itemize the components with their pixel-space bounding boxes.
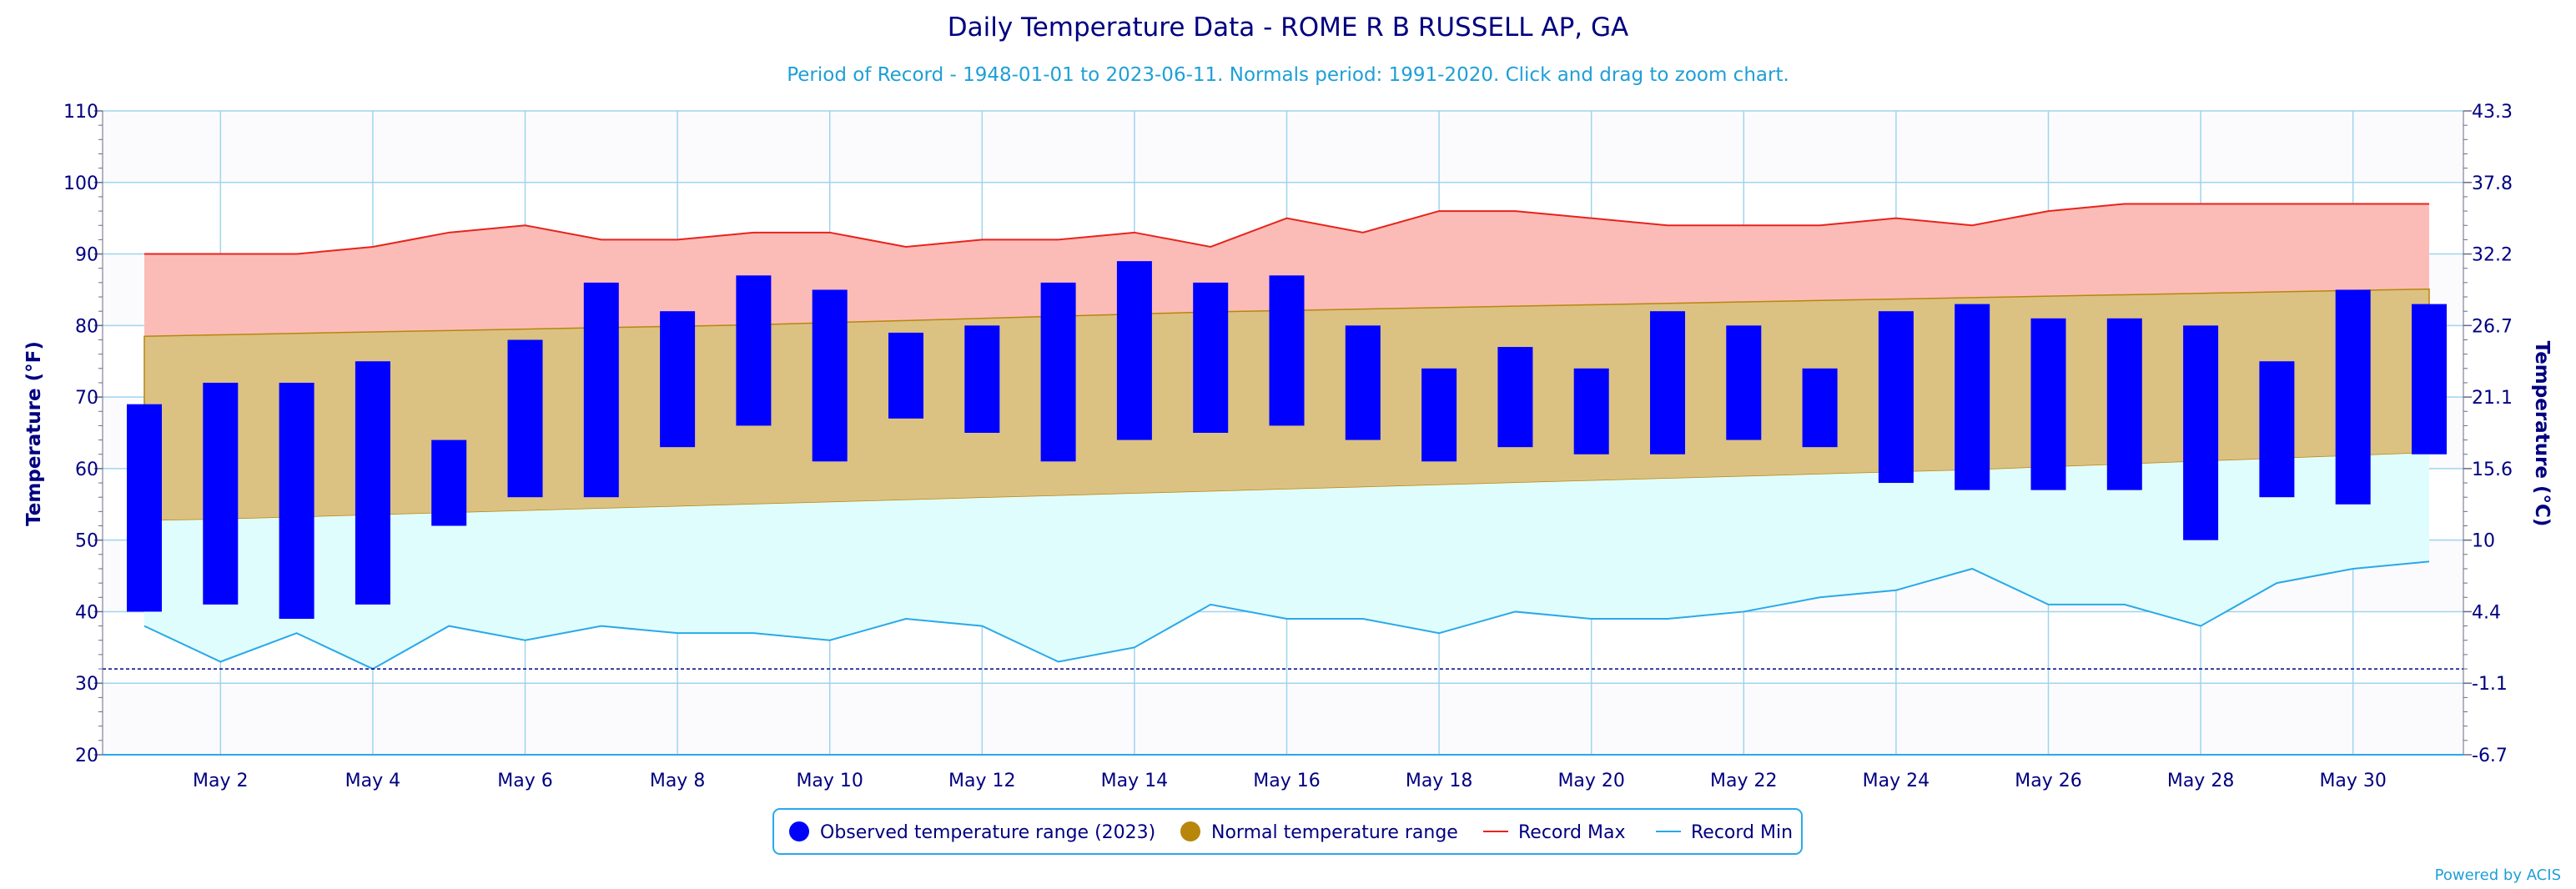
observed-bar [2106,318,2142,490]
x-tick-label: May 10 [796,771,863,791]
observed-bar [2259,361,2295,498]
observed-bar [355,361,390,605]
observed-bar [964,325,1000,433]
legend-item-record-min[interactable]: Record Min [1656,822,1793,843]
observed-bar [507,339,543,498]
y-tick-label-right: -1.1 [2472,674,2508,695]
observed-bar [812,289,848,462]
y-tick-label-left: 30 [75,674,98,695]
y-tick-label-left: 110 [63,102,98,123]
y-tick-label-right: -6.7 [2472,746,2508,766]
observed-bar [1650,311,1685,455]
observed-bar [1802,368,1838,448]
x-tick-label: May 22 [1710,771,1777,791]
x-tick-label: May 16 [1253,771,1320,791]
y-axis-right-ticks: -6.7 -1.1 4.4 10 15.6 21.1 26.7 32.2 37.8 43.3 [2472,102,2513,766]
y-tick-label-left: 90 [75,245,98,266]
legend-normal-label: Normal temperature range [1211,822,1458,843]
observed-bar [660,311,696,448]
y-tick-label-left: 80 [75,316,98,337]
x-axis-ticks: May 2 May 4 May 6 May 8 May 10 May 12 May 14 Ma… [193,771,2387,791]
y-tick-label-right: 43.3 [2472,102,2513,123]
x-tick-label: May 30 [2319,771,2386,791]
legend-normal-marker [1180,821,1200,841]
y-tick-label-right: 21.1 [2472,388,2513,409]
legend-item-record-max[interactable]: Record Max [1483,822,1626,843]
observed-bar [2335,289,2371,505]
y-tick-label-left: 70 [75,388,98,409]
y-tick-label-left: 50 [75,531,98,552]
x-tick-label: May 24 [1863,771,1929,791]
y-tick-label-right: 15.6 [2472,460,2513,480]
observed-bar [1573,368,1609,455]
y-tick-label-right: 32.2 [2472,245,2513,266]
x-tick-label: May 14 [1101,771,1168,791]
y-tick-label-left: 20 [75,746,98,766]
observed-bar [1116,261,1152,440]
y-tick-label-right: 26.7 [2472,316,2513,337]
x-tick-label: May 6 [497,771,552,791]
y-tick-label-right: 10 [2472,531,2495,552]
plot-stripe [103,111,2463,183]
observed-bar [2030,318,2066,490]
observed-bar [1497,347,1533,448]
x-tick-label: May 28 [2167,771,2234,791]
legend-box [772,808,1803,855]
observed-bar [1878,311,1914,484]
chart-subtitle: Period of Record - 1948-01-01 to 2023-06… [787,64,1789,86]
legend-item-normal[interactable]: Normal temperature range [1180,821,1458,843]
observed-bar [203,382,239,605]
legend-record-min-label: Record Min [1691,822,1793,843]
legend-observed-marker [789,821,809,841]
observed-bar [127,404,162,612]
x-tick-label: May 20 [1557,771,1624,791]
observed-bar [1040,282,1076,462]
powered-by-credit[interactable]: Powered by ACIS [2435,866,2561,884]
x-tick-label: May 18 [1406,771,1472,791]
legend: Observed temperature range (2023) Normal… [772,808,1803,855]
x-tick-label: May 8 [650,771,705,791]
axes [94,110,2472,756]
y-tick-label-left: 40 [75,602,98,623]
observed-bar [279,382,314,620]
observed-bar [1193,282,1229,433]
band-areas [143,203,2430,670]
y-tick-label-left: 60 [75,460,98,480]
observed-bar [1421,368,1457,462]
plot-stripe [103,683,2463,755]
observed-bar [431,439,467,526]
legend-record-max-label: Record Max [1518,822,1626,843]
observed-bars [127,261,2447,620]
y-axis-left-ticks: 20 30 40 50 60 70 80 90 100 110 [63,102,98,766]
observed-bar [2412,304,2447,455]
y-axis-left-title: Temperature (°F) [23,341,45,526]
observed-bar [736,275,772,426]
record-max-line [144,203,2429,255]
observed-bar [888,332,923,419]
record-lines [103,203,2463,671]
x-tick-label: May 26 [2015,771,2081,791]
legend-item-observed[interactable]: Observed temperature range (2023) [789,821,1155,843]
observed-bar [583,282,619,498]
observed-bar [1726,325,1762,440]
record-min-line [143,560,2430,671]
legend-observed-label: Observed temperature range (2023) [820,822,1155,843]
observed-bar [1345,325,1381,440]
observed-bar [2183,325,2219,540]
x-tick-label: May 4 [345,771,400,791]
x-tick-label: May 2 [193,771,248,791]
observed-bar [1955,304,1990,490]
y-tick-label-left: 100 [63,173,98,194]
y-axis-right-title: Temperature (°C) [2531,341,2553,527]
observed-bar [1269,275,1305,426]
x-tick-label: May 12 [948,771,1015,791]
y-tick-label-right: 37.8 [2472,173,2513,194]
record-min-band [144,453,2429,670]
record-max-band [144,203,2429,337]
chart-title: Daily Temperature Data - ROME R B RUSSEL… [948,13,1628,43]
y-tick-label-right: 4.4 [2472,602,2501,623]
